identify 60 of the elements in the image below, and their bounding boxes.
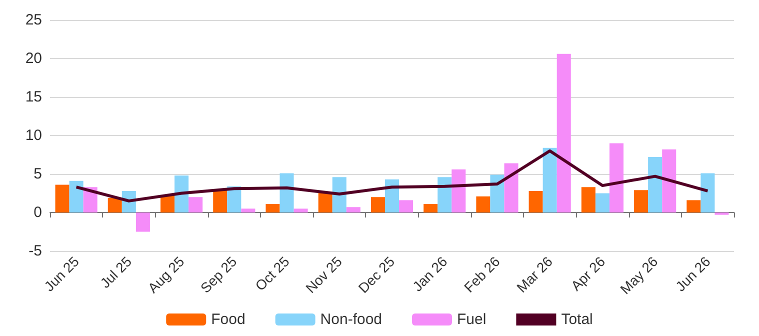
bar [241,208,256,212]
bar [438,177,452,212]
bar [294,208,308,212]
x-tick-label: Sep 25 [197,253,240,296]
bar [648,157,662,212]
bar [332,177,346,212]
bar [528,190,543,212]
bar [490,174,504,212]
bar [662,149,676,212]
bar [384,179,400,212]
bar [424,204,438,212]
bar [700,173,715,212]
bar [318,192,332,212]
bar [160,196,175,212]
bar [581,187,596,212]
legend-label: Non-food [320,311,382,328]
bar [346,207,360,212]
y-tick-label: -5 [28,242,42,260]
x-tick-label: Jan 26 [409,253,450,294]
bar [542,148,557,212]
bar [399,200,414,212]
bar [634,190,648,212]
bar [108,198,122,212]
x-tick-label: Aug 25 [144,253,188,296]
bar [69,180,84,212]
x-tick-label: Jun 26 [672,253,714,294]
x-tick-label: Apr 26 [568,253,608,294]
y-tick-label: 10 [25,127,42,144]
legend-label: Total [561,311,593,328]
line-series [74,149,710,202]
bar [556,54,571,212]
bar [595,193,610,212]
legend-label: Food [211,311,246,328]
y-tick-label: 0 [34,204,42,221]
bar [136,212,150,232]
x-tick-label: Oct 25 [252,253,293,294]
y-tick-label: 25 [25,12,42,28]
y-tick-label: 5 [34,166,42,182]
bar [213,190,228,212]
bar [504,163,518,212]
y-tick-label: 20 [25,50,42,67]
x-tick-label: Jul 25 [96,253,135,292]
bar [55,184,70,212]
bar [174,176,189,212]
bar [188,197,203,212]
x-tick-label: Mar 26 [513,253,556,296]
x-tick-label: Dec 25 [355,253,398,296]
x-tick-label: Jun 25 [40,253,82,294]
x-tick-label: Nov 25 [302,253,346,296]
x-tick-label: May 26 [616,253,661,298]
bar [370,197,385,212]
x-tick-label: Feb 26 [460,253,504,296]
y-tick-label: 15 [25,88,42,106]
bar [280,173,294,212]
bar [686,200,701,212]
bar [609,143,624,212]
bar [266,204,280,212]
bar [452,169,466,212]
legend-label: Fuel [457,311,486,328]
bar [476,196,490,212]
